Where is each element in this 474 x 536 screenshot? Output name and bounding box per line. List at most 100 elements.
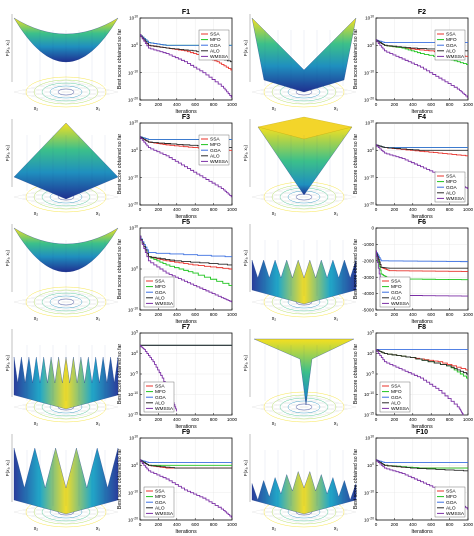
plot-frame — [375, 227, 469, 311]
x-axis-label: Iterations — [175, 319, 197, 325]
chart-title: F10 — [416, 429, 428, 436]
chart-F10: F10 0 200 400 600 800 1000 10-20 10-10 100 1010 Ite… — [353, 429, 474, 535]
chart-title: F8 — [418, 324, 426, 331]
grid-line — [303, 406, 357, 420]
plot-frame — [139, 332, 233, 416]
x-tick-label: 200 — [155, 207, 163, 212]
legend-label: SSA — [210, 32, 220, 38]
legend-label: ALO — [391, 400, 401, 406]
legend-label: GOA — [210, 43, 221, 49]
grid-line — [57, 404, 110, 418]
legend-label: GOA — [210, 148, 221, 154]
x2-axis-label: x₂ — [34, 526, 39, 532]
chart-title: F5 — [182, 219, 190, 226]
legend-label: ALO — [155, 505, 165, 511]
y-tick-label: 100 — [131, 147, 138, 153]
grid-line — [57, 509, 110, 523]
x-axis-label: Iterations — [411, 529, 433, 535]
legend-label: GOA — [446, 500, 457, 506]
plot-frame — [375, 122, 469, 206]
series-line-wmssa — [140, 136, 232, 198]
y-tick-label: 1010 — [365, 435, 374, 441]
x-tick-label: 200 — [391, 312, 399, 317]
legend-label: SSA — [155, 489, 165, 495]
x-tick-label: 0 — [375, 522, 378, 527]
contour-line — [57, 298, 75, 306]
x1-axis-label: x₁ — [334, 211, 339, 217]
contour-line — [57, 88, 75, 96]
legend-label: SSA — [210, 137, 220, 143]
x-tick-label: 200 — [391, 102, 399, 107]
chart-title: F1 — [182, 9, 190, 16]
x-tick-label: 200 — [155, 102, 163, 107]
grid-line — [65, 91, 119, 105]
series-line-wmssa — [376, 39, 468, 98]
surface-plot-F4: F(x₁, x₂) x₂ x₁ — [243, 116, 357, 217]
legend-label: MFO — [391, 389, 402, 395]
y-tick-label: 100 — [131, 42, 138, 48]
legend-label: MFO — [210, 142, 221, 148]
z-axis-label: F(x₁, x₂) — [5, 144, 10, 161]
x-tick-label: 600 — [427, 102, 435, 107]
contour-line — [295, 403, 313, 411]
x1-axis-label: x₁ — [96, 211, 101, 217]
legend-label: MFO — [391, 284, 402, 290]
surface-plot-F3: F(x₁, x₂) x₂ x₁ — [5, 119, 119, 217]
y-tick-label: 100 — [131, 350, 138, 356]
y-tick-label: 10-15 — [128, 412, 138, 418]
plot-frame — [139, 17, 233, 101]
y-axis-label: Best score obtained so far — [117, 449, 123, 510]
surface-plot-F10: F(x₁, x₂) x₂ x₁ — [243, 434, 357, 532]
grid-line — [65, 196, 119, 210]
chart-F9: F9 0 200 400 600 800 1000 10-20 10-10 100 1010 Iter… — [117, 429, 238, 535]
z-axis-label: F(x₁, x₂) — [5, 354, 10, 371]
y-axis-label: Best score obtained so far — [353, 29, 359, 90]
y-tick-label: 100 — [131, 266, 138, 272]
x-axis-label: Iterations — [411, 319, 433, 325]
grid-line — [295, 89, 348, 103]
chart-F4: F4 0 200 400 600 800 1000 10-20 10-10 100 1010 Iter… — [353, 114, 474, 220]
legend-label: MFO — [446, 179, 457, 185]
x-tick-label: 0 — [139, 522, 142, 527]
grid-line — [303, 91, 357, 105]
grid-line — [303, 196, 357, 210]
chart-title: F2 — [418, 9, 426, 16]
legend-label: WMSSA — [446, 196, 465, 202]
x-tick-label: 0 — [139, 207, 142, 212]
legend-label: GOA — [446, 43, 457, 49]
y-tick-label: 100 — [367, 462, 374, 468]
z-axis-label: F(x₁, x₂) — [243, 354, 248, 371]
series-line-alo — [376, 348, 468, 375]
y-tick-label: 10-10 — [128, 307, 138, 313]
x1-axis-label: x₁ — [334, 421, 339, 427]
y-tick-label: 1010 — [129, 120, 138, 126]
grid-line — [303, 511, 357, 525]
grid-line — [65, 406, 119, 420]
y-tick-label: 10-5 — [130, 371, 138, 377]
legend-label: ALO — [210, 153, 220, 159]
x-axis-label: Iterations — [175, 109, 197, 115]
legend-label: MFO — [155, 284, 166, 290]
x-tick-label: 600 — [427, 522, 435, 527]
chart-F8: F8 0 200 400 600 800 1000 10-15 10-10 10-5 100 105 I… — [353, 324, 474, 430]
y-axis-label: Best score obtained so far — [353, 134, 359, 195]
y-tick-label: 1010 — [365, 15, 374, 21]
series-line-alo — [140, 235, 232, 266]
series-line-mfo — [376, 250, 468, 281]
plot-frame — [375, 437, 469, 521]
x2-axis-label: x₂ — [272, 526, 277, 532]
y-axis-label: Best score obtained so far — [117, 239, 123, 300]
surface-top — [257, 116, 353, 140]
x1-axis-label: x₁ — [96, 316, 101, 322]
y-tick-label: -5000 — [362, 308, 374, 313]
x-tick-label: 1000 — [463, 207, 474, 212]
y-tick-label: -3000 — [362, 275, 374, 280]
x-tick-label: 200 — [391, 522, 399, 527]
legend-label: ALO — [155, 295, 165, 301]
x2-axis-label: x₂ — [272, 421, 277, 427]
y-tick-label: 10-20 — [364, 517, 374, 523]
legend-label: ALO — [210, 48, 220, 54]
